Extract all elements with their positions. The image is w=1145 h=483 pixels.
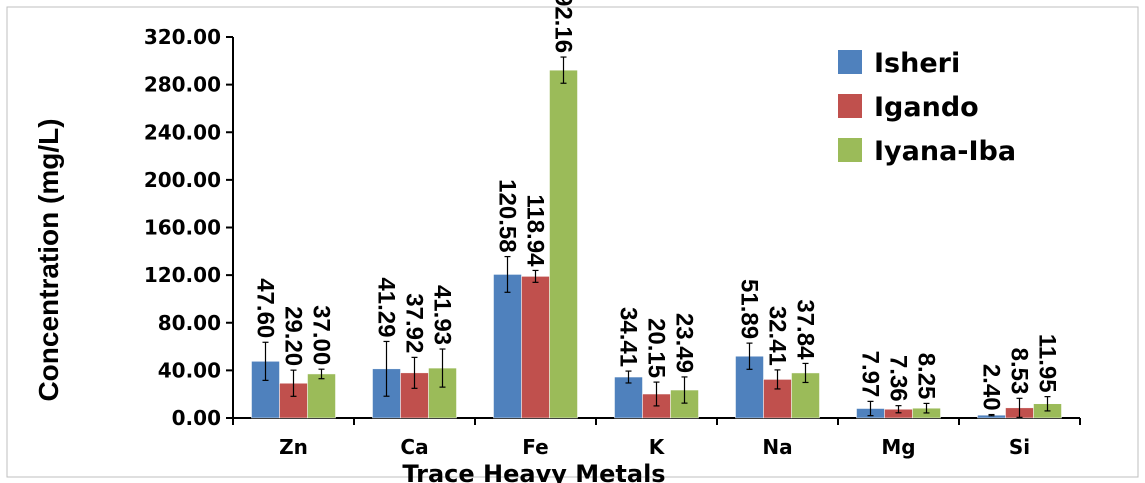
y-tick-label: 240.00 [144,120,221,144]
y-tick-label: 320.00 [144,25,221,49]
data-label: 29.20 [280,306,307,366]
x-category-label: Zn [279,435,308,459]
y-tick-label: 80.00 [158,311,221,335]
data-label: 32.41 [764,306,791,366]
y-tick-label: 120.00 [144,263,221,287]
y-axis-title: Concentration (mg/L) [33,118,64,401]
y-tick-label: 40.00 [158,358,221,382]
data-label: 118.94 [522,194,549,267]
x-category-label: Na [762,435,792,459]
x-category-label: Si [1009,435,1030,459]
data-label: 8.53 [1006,348,1033,395]
x-category-label: K [649,435,666,459]
bar [549,69,578,419]
data-label: 7.36 [885,355,912,402]
error-bars [262,56,1051,418]
x-category-label: Mg [881,435,915,459]
y-tick-label: 200.00 [144,168,221,192]
y-tick-label: 160.00 [144,216,221,240]
legend-swatch [838,138,862,162]
x-axis-title: Trace Heavy Metals [402,460,665,483]
bar [521,276,550,419]
data-label: 41.29 [373,277,400,337]
data-label: 37.00 [308,305,335,365]
legend-label: Iyana-Iba [874,136,1016,167]
data-label: 7.97 [857,351,884,398]
y-axis: 0.00 40.00 80.00 120.00 160.00 200.00 240.00 28… [144,25,234,430]
y-tick-label: 0.00 [172,406,221,430]
data-label: 20.15 [643,318,670,378]
data-label: 41.93 [429,285,456,345]
data-label: 2.40 [978,364,1005,411]
data-label: 292.16 [550,0,577,53]
data-label: 47.60 [252,278,279,338]
y-tick-label: 280.00 [144,73,221,97]
data-label: 120.58 [494,179,521,252]
x-category-label: Fe [522,435,548,459]
legend-label: Igando [874,92,979,123]
data-label: 11.95 [1034,334,1061,393]
x-category-label: Ca [400,435,428,459]
legend-label: Isheri [874,48,960,79]
legend: Isheri Igando Iyana-Iba [838,48,1016,167]
bar [493,274,522,419]
data-label: 37.84 [792,299,819,360]
data-labels: 47.60 29.20 37.00 41.29 37.92 41.93 120.58 118.… [252,0,1061,411]
legend-swatch [838,94,862,118]
legend-swatch [838,50,862,74]
data-label: 8.25 [913,353,940,400]
data-label: 51.89 [736,279,763,339]
data-label: 23.49 [671,313,698,373]
bar [307,373,336,419]
data-label: 34.41 [615,307,642,367]
data-label: 37.92 [401,293,428,353]
